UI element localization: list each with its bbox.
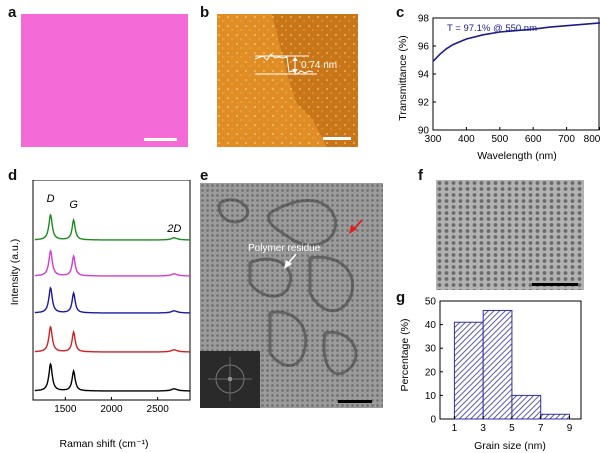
x-tick-label: 2500 [147,404,170,415]
afm-image: 0.74 nm [217,14,358,147]
y-tick-label: 90 [418,126,430,137]
plot-frame [432,17,600,131]
step-height-label: 0.74 nm [301,60,337,71]
raman-spectrum-3 [34,286,190,314]
panel-label-d: d [8,167,18,184]
scale-bar [338,400,372,403]
y-tick-label: 20 [425,367,437,378]
panel-label-c: c [396,4,405,21]
white-arrowhead [284,260,292,269]
raman-spectrum-5 [34,362,190,392]
histogram-bar [482,309,513,420]
tem-image: Polymer residue [200,183,383,408]
polymer-residue-label: Polymer residue [248,243,321,254]
x-tick-label: 800 [584,134,600,145]
x-tick-label: 400 [458,134,475,145]
y-axis-label: Percentage (%) [399,319,411,392]
raman-chart: Intensity (a.u.) Raman shift (cm⁻¹) 1500… [9,180,191,450]
grain-size-histogram: Percentage (%) Grain size (nm) 1 3 5 7 9 0 10 2… [399,297,582,452]
y-axis-label: Intensity (a.u.) [9,239,21,306]
scale-bar [532,283,578,286]
transmittance-line [432,22,600,62]
plot-frame [32,180,191,401]
scale-bar [323,137,351,140]
panel-label-a: a [8,4,17,21]
y-tick-label: 40 [425,320,437,331]
y-tick-label: 96 [418,42,430,53]
x-tick-label: 500 [491,134,508,145]
panel-label-b: b [200,4,210,21]
raman-spectrum-2 [34,249,190,277]
y-tick-label: 98 [418,14,430,25]
x-tick-label: 2000 [100,404,123,415]
polymer-residue-regions [217,198,358,376]
y-axis-label: Transmittance (%) [397,35,409,120]
y-tick-label: 50 [425,297,437,308]
x-tick-label: 700 [558,134,575,145]
panel-label-e: e [200,167,209,184]
x-tick-label: 9 [567,423,573,434]
raman-spectrum-1 [34,213,190,241]
scale-bar [144,138,177,141]
raman-spectrum-4 [34,325,190,353]
histogram-bar [540,413,570,420]
peak-label-2D: 2D [166,223,181,235]
y-tick-label: 10 [425,391,437,402]
tem-lattice-zoom [436,180,584,290]
x-tick-label: 7 [538,423,544,434]
histogram-bar [511,394,542,420]
x-tick-label: 5 [509,423,515,434]
x-axis-label: Wavelength (nm) [477,150,557,162]
histogram-bar [453,321,484,420]
x-axis-label: Grain size (nm) [474,440,546,452]
optical-micrograph [21,14,188,147]
transmittance-annotation: T = 97.1% @ 550 nm [447,23,537,34]
y-tick-label: 0 [430,415,436,426]
transmittance-chart: T = 97.1% @ 550 nm Wavelength (nm) Trans… [397,14,600,162]
height-profile [254,53,317,75]
peak-label-D: D [47,193,55,205]
x-tick-label: 1 [452,423,458,434]
x-tick-label: 300 [425,134,442,145]
panel-label-f: f [418,167,423,184]
y-tick-label: 92 [418,98,430,109]
red-arrowhead [349,225,357,234]
fft-inset [200,351,260,408]
peak-label-G: G [69,199,78,211]
x-tick-label: 600 [525,134,542,145]
x-axis-label: Raman shift (cm⁻¹) [60,438,149,450]
x-tick-label: 3 [480,423,486,434]
y-tick-label: 30 [425,344,437,355]
x-tick-label: 1500 [54,404,77,415]
y-tick-label: 94 [418,70,430,81]
panel-label-g: g [396,289,406,306]
